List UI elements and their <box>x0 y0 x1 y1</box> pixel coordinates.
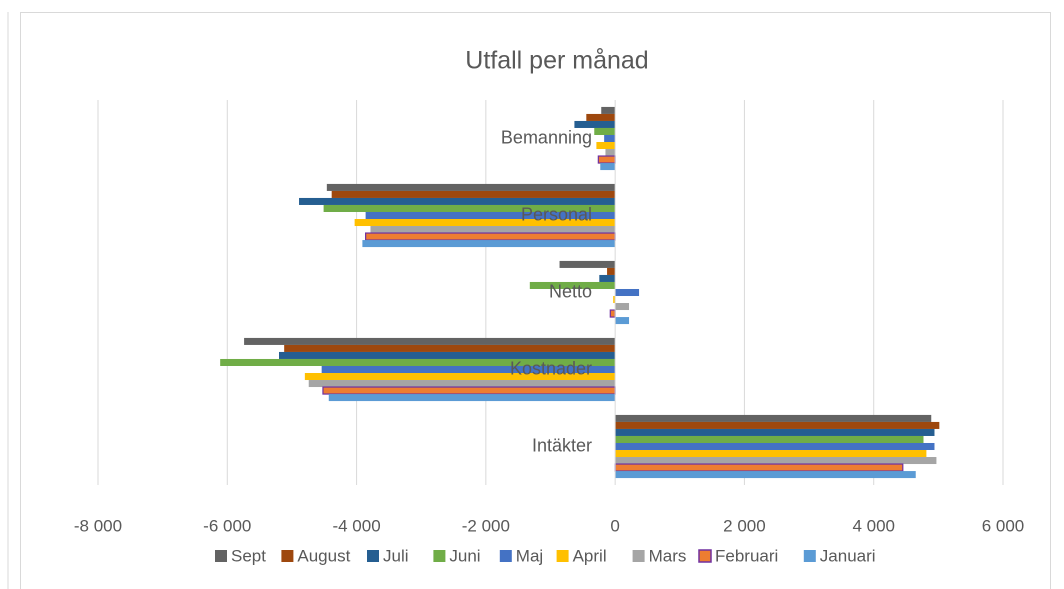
legend-label: August <box>297 546 350 565</box>
bar <box>607 267 616 275</box>
bar <box>596 142 616 150</box>
bar <box>615 428 935 436</box>
bar <box>308 380 616 388</box>
bar <box>615 442 935 451</box>
bar <box>601 106 616 114</box>
bar <box>529 281 616 289</box>
bar <box>597 155 616 164</box>
bar <box>574 120 616 128</box>
legend-swatch <box>433 550 446 562</box>
bar <box>609 309 616 318</box>
bar <box>279 351 616 359</box>
x-tick-label: 4 000 <box>852 516 895 535</box>
category-label: Bemanning <box>501 127 592 147</box>
bar <box>586 113 616 121</box>
chart-border <box>20 12 1051 589</box>
legend-label: Maj <box>516 546 543 565</box>
bar <box>600 163 616 171</box>
legend-swatch <box>281 550 294 562</box>
bar <box>615 288 640 297</box>
bar <box>615 457 937 465</box>
bar <box>354 219 616 227</box>
bar <box>284 344 616 352</box>
category-label: Intäkter <box>532 435 592 455</box>
bar <box>615 303 630 311</box>
bar <box>614 463 904 472</box>
category-label: Netto <box>549 281 592 301</box>
legend-label: Mars <box>649 546 687 565</box>
bar <box>615 317 630 325</box>
bar <box>615 414 932 422</box>
bar <box>321 365 616 374</box>
bar <box>605 149 616 157</box>
category-label: Personal <box>521 204 592 224</box>
x-tick-label: -2 000 <box>462 516 510 535</box>
bar <box>365 232 616 241</box>
bar <box>299 197 616 205</box>
bar <box>244 337 616 345</box>
legend-swatch <box>367 550 379 562</box>
legend-label: Juni <box>449 546 480 565</box>
bar <box>370 226 616 234</box>
x-tick-label: 6 000 <box>982 516 1025 535</box>
bar <box>326 183 616 191</box>
bar <box>604 134 616 143</box>
bar <box>559 260 616 268</box>
chart-title: Utfall per månad <box>465 47 648 75</box>
bar <box>322 386 616 395</box>
legend-swatch <box>803 550 816 562</box>
legend-label: Sept <box>231 546 266 565</box>
legend-label: Januari <box>820 546 876 565</box>
legend-swatch <box>632 550 645 562</box>
bar <box>362 240 616 248</box>
bar <box>615 435 924 443</box>
bar <box>331 190 616 198</box>
x-tick-label: -8 000 <box>74 516 122 535</box>
category-label: Kostnader <box>510 358 592 378</box>
legend-label: April <box>573 546 607 565</box>
bar <box>615 450 927 458</box>
legend-label: Juli <box>383 546 409 565</box>
bar <box>365 211 616 220</box>
bar <box>613 296 616 304</box>
bar <box>615 471 916 479</box>
legend-swatch <box>499 550 512 562</box>
x-tick-label: -6 000 <box>203 516 251 535</box>
legend-label: Februari <box>715 546 778 565</box>
bar <box>615 421 940 429</box>
bar <box>220 358 616 366</box>
legend-swatch <box>556 550 569 562</box>
bar <box>304 373 616 381</box>
bar <box>594 127 616 135</box>
legend-swatch <box>215 550 227 562</box>
x-tick-label: 0 <box>610 516 619 535</box>
legend-swatch <box>698 549 712 563</box>
bar <box>323 204 616 212</box>
bar <box>599 274 616 282</box>
x-tick-label: 2 000 <box>723 516 766 535</box>
x-tick-label: -4 000 <box>332 516 380 535</box>
bar <box>328 394 616 402</box>
